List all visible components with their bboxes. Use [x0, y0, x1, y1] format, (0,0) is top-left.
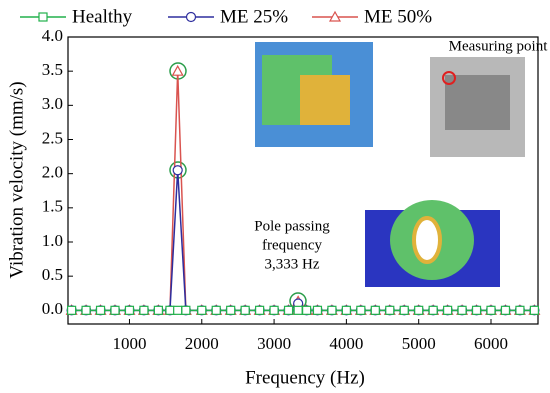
marker: [153, 305, 163, 315]
marker: [443, 305, 453, 315]
annotation: frequency: [262, 237, 322, 253]
marker: [124, 305, 135, 315]
x-tick-label: 4000: [329, 334, 363, 353]
y-tick-label: 4.0: [42, 26, 63, 45]
marker: [399, 305, 409, 315]
marker: [172, 165, 183, 176]
y-tick-label: 1.0: [42, 231, 63, 250]
marker: [457, 305, 467, 315]
marker: [181, 305, 191, 315]
simulation-image: [300, 75, 350, 125]
marker: [312, 305, 323, 315]
x-tick-label: 1000: [112, 334, 146, 353]
marker: [81, 305, 91, 315]
marker: [110, 305, 120, 315]
y-tick-label: 0.5: [42, 265, 63, 284]
marker: [255, 305, 265, 315]
inset-images: [255, 42, 525, 287]
y-tick-label: 2.0: [42, 163, 63, 182]
y-tick-label: 3.5: [42, 60, 63, 79]
marker: [38, 12, 48, 22]
marker: [370, 305, 380, 315]
legend-label: Healthy: [72, 6, 133, 27]
marker: [95, 305, 106, 315]
marker: [302, 305, 312, 315]
photo-image: [445, 75, 510, 130]
marker: [385, 305, 395, 315]
y-tick-label: 0.0: [42, 299, 63, 318]
marker: [240, 305, 250, 315]
marker: [197, 305, 207, 315]
marker: [500, 305, 511, 315]
marker: [471, 305, 482, 315]
marker: [171, 64, 184, 76]
marker: [327, 305, 337, 315]
marker: [139, 305, 149, 315]
marker: [283, 305, 294, 315]
annotation: Measuring point: [449, 38, 549, 54]
simulation-image: [412, 216, 442, 264]
marker: [486, 305, 496, 315]
x-tick-label: 2000: [185, 334, 219, 353]
marker: [414, 305, 424, 315]
marker: [185, 11, 197, 23]
x-tick-label: 6000: [474, 334, 508, 353]
marker: [341, 305, 351, 315]
y-tick-label: 3.0: [42, 94, 63, 113]
marker: [211, 305, 221, 315]
marker: [293, 305, 303, 315]
annotation: Pole passing: [254, 218, 330, 234]
marker: [67, 305, 77, 315]
marker: [269, 305, 279, 315]
y-axis-title: Vibration velocity (mm/s): [6, 81, 27, 278]
marker: [515, 305, 525, 315]
legend-label: ME 25%: [220, 6, 288, 27]
marker: [328, 10, 342, 22]
x-tick-label: 3000: [257, 334, 291, 353]
annotation: 3,333 Hz: [265, 256, 320, 272]
x-tick-label: 5000: [402, 334, 436, 353]
plot-frame: [67, 36, 539, 325]
x-axis-title: Frequency (Hz): [245, 367, 365, 388]
marker: [226, 305, 236, 315]
legend-label: ME 50%: [364, 6, 432, 27]
marker: [529, 305, 539, 315]
marker: [173, 305, 183, 315]
y-tick-label: 1.5: [42, 197, 63, 216]
marker: [428, 305, 438, 315]
measuring-marker: [442, 71, 456, 85]
marker: [165, 305, 175, 315]
marker: [356, 305, 366, 315]
y-tick-label: 2.5: [42, 128, 63, 147]
